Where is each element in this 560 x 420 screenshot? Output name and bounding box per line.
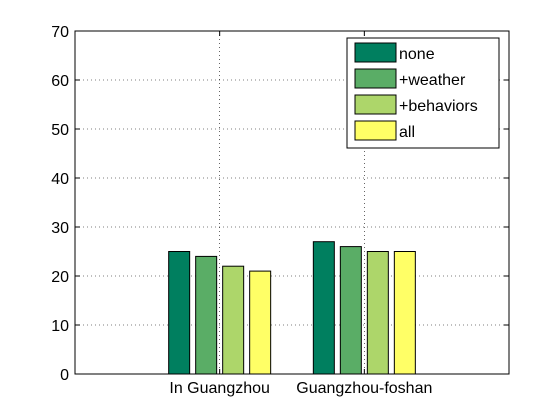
x-tick-label: Guangzhou-foshan (296, 380, 432, 397)
y-tick-label: 20 (51, 269, 69, 286)
bar (222, 265, 245, 375)
legend-label: all (399, 124, 415, 141)
y-tick-label: 10 (51, 318, 69, 335)
y-tick-label: 70 (51, 24, 69, 41)
y-tick-label: 50 (51, 122, 69, 139)
bar (312, 241, 335, 375)
bars (168, 241, 416, 375)
bar (366, 251, 389, 375)
bar (393, 251, 416, 375)
y-tick-label: 40 (51, 171, 69, 188)
bar (168, 251, 191, 375)
y-tick-label: 30 (51, 220, 69, 237)
legend-swatch (354, 120, 397, 141)
y-tick-label: 0 (60, 367, 69, 384)
plot-area-frame (74, 30, 510, 375)
x-axis-ticks: In Guangzhou Guangzhou-foshan (169, 31, 432, 397)
bar (195, 255, 218, 375)
legend: none +weather +behaviors all (346, 37, 500, 149)
legend-swatch (354, 68, 397, 89)
legend-label: +weather (399, 72, 466, 89)
bar (339, 246, 362, 375)
legend-label: +behaviors (399, 98, 478, 115)
y-axis-ticks: 0 10 20 30 40 50 60 70 (51, 24, 509, 384)
legend-label: none (399, 46, 435, 63)
legend-swatch (354, 42, 397, 63)
x-tick-label: In Guangzhou (169, 380, 270, 397)
grid-lines (75, 31, 509, 374)
y-tick-label: 60 (51, 73, 69, 90)
legend-swatch (354, 94, 397, 115)
bar (249, 270, 272, 375)
